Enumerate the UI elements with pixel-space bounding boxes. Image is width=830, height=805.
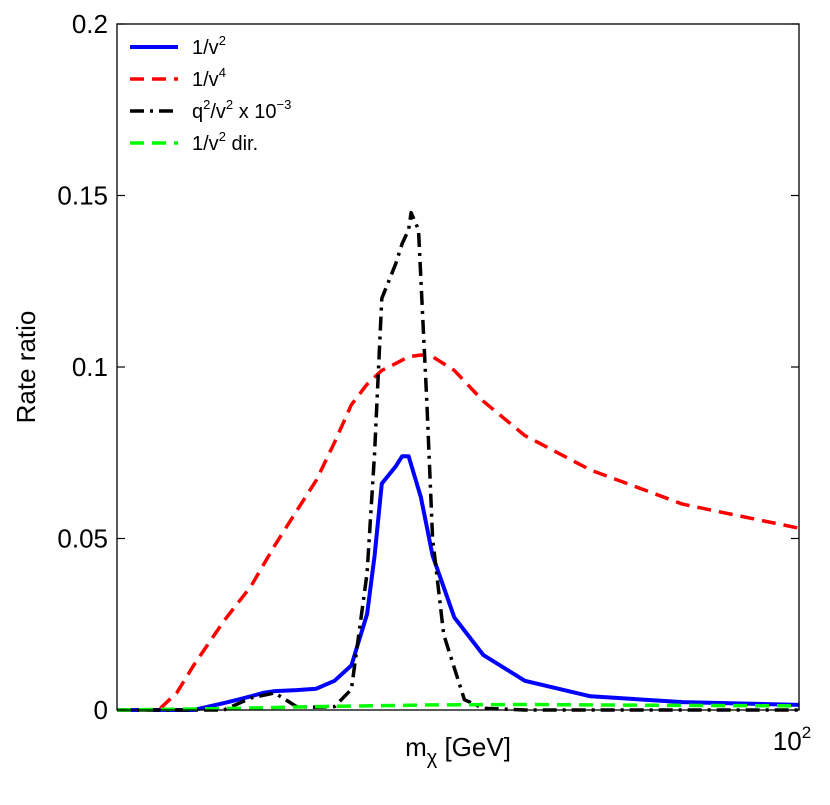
legend-label-name: q [192,101,203,123]
series-layer [116,210,800,712]
y-tick-label: 0.15 [57,181,108,211]
legend-label-superscript: 2 [219,129,226,144]
legend-label-superscript: −3 [277,97,292,112]
legend-label-superscript: 2 [203,97,210,112]
x-axis-label-sub: χ [427,747,438,769]
y-tick-label: 0.1 [72,352,108,382]
y-axis-label: Rate ratio [11,311,41,424]
y-tick-label: 0 [94,695,108,725]
x-axis-label-unit: [GeV] [437,732,511,762]
legend-label-3: q2/v2 x 10−3 [192,97,291,123]
y-tick-label: 0.05 [57,524,108,554]
legend-label-name: /v [210,101,226,123]
legend-label-2: 1/v4 [192,65,226,91]
x-tick-label-exp: 2 [802,723,811,742]
legend-label-name: 1/v [192,37,219,59]
legend-label-superscript: 2 [219,33,226,48]
legend-label-name: 1/v [192,69,219,91]
series-line-4 [116,702,800,712]
y-tick-label: 0.2 [72,9,108,39]
legend-label-suffix: x 10 [233,101,276,123]
x-axis-label-base: m [405,732,427,762]
legend-label-1: 1/v2 [192,33,226,59]
legend-label-name: 1/v [192,133,219,155]
ticks-layer: 0 0.05 0.1 0.15 0.2 [57,9,800,725]
legend-label-superscript: 4 [219,65,226,80]
legend-label-superscript: 2 [226,97,233,112]
legend-label-4: 1/v2 dir. [192,129,258,155]
plot-area [117,24,799,710]
x-axis-label: mχ [GeV] [405,732,511,769]
x-tick-label-base: 10 [773,726,802,756]
x-tick-label: 102 [773,723,811,756]
series-line-2 [117,353,800,712]
legend-label-suffix: dir. [226,133,258,155]
